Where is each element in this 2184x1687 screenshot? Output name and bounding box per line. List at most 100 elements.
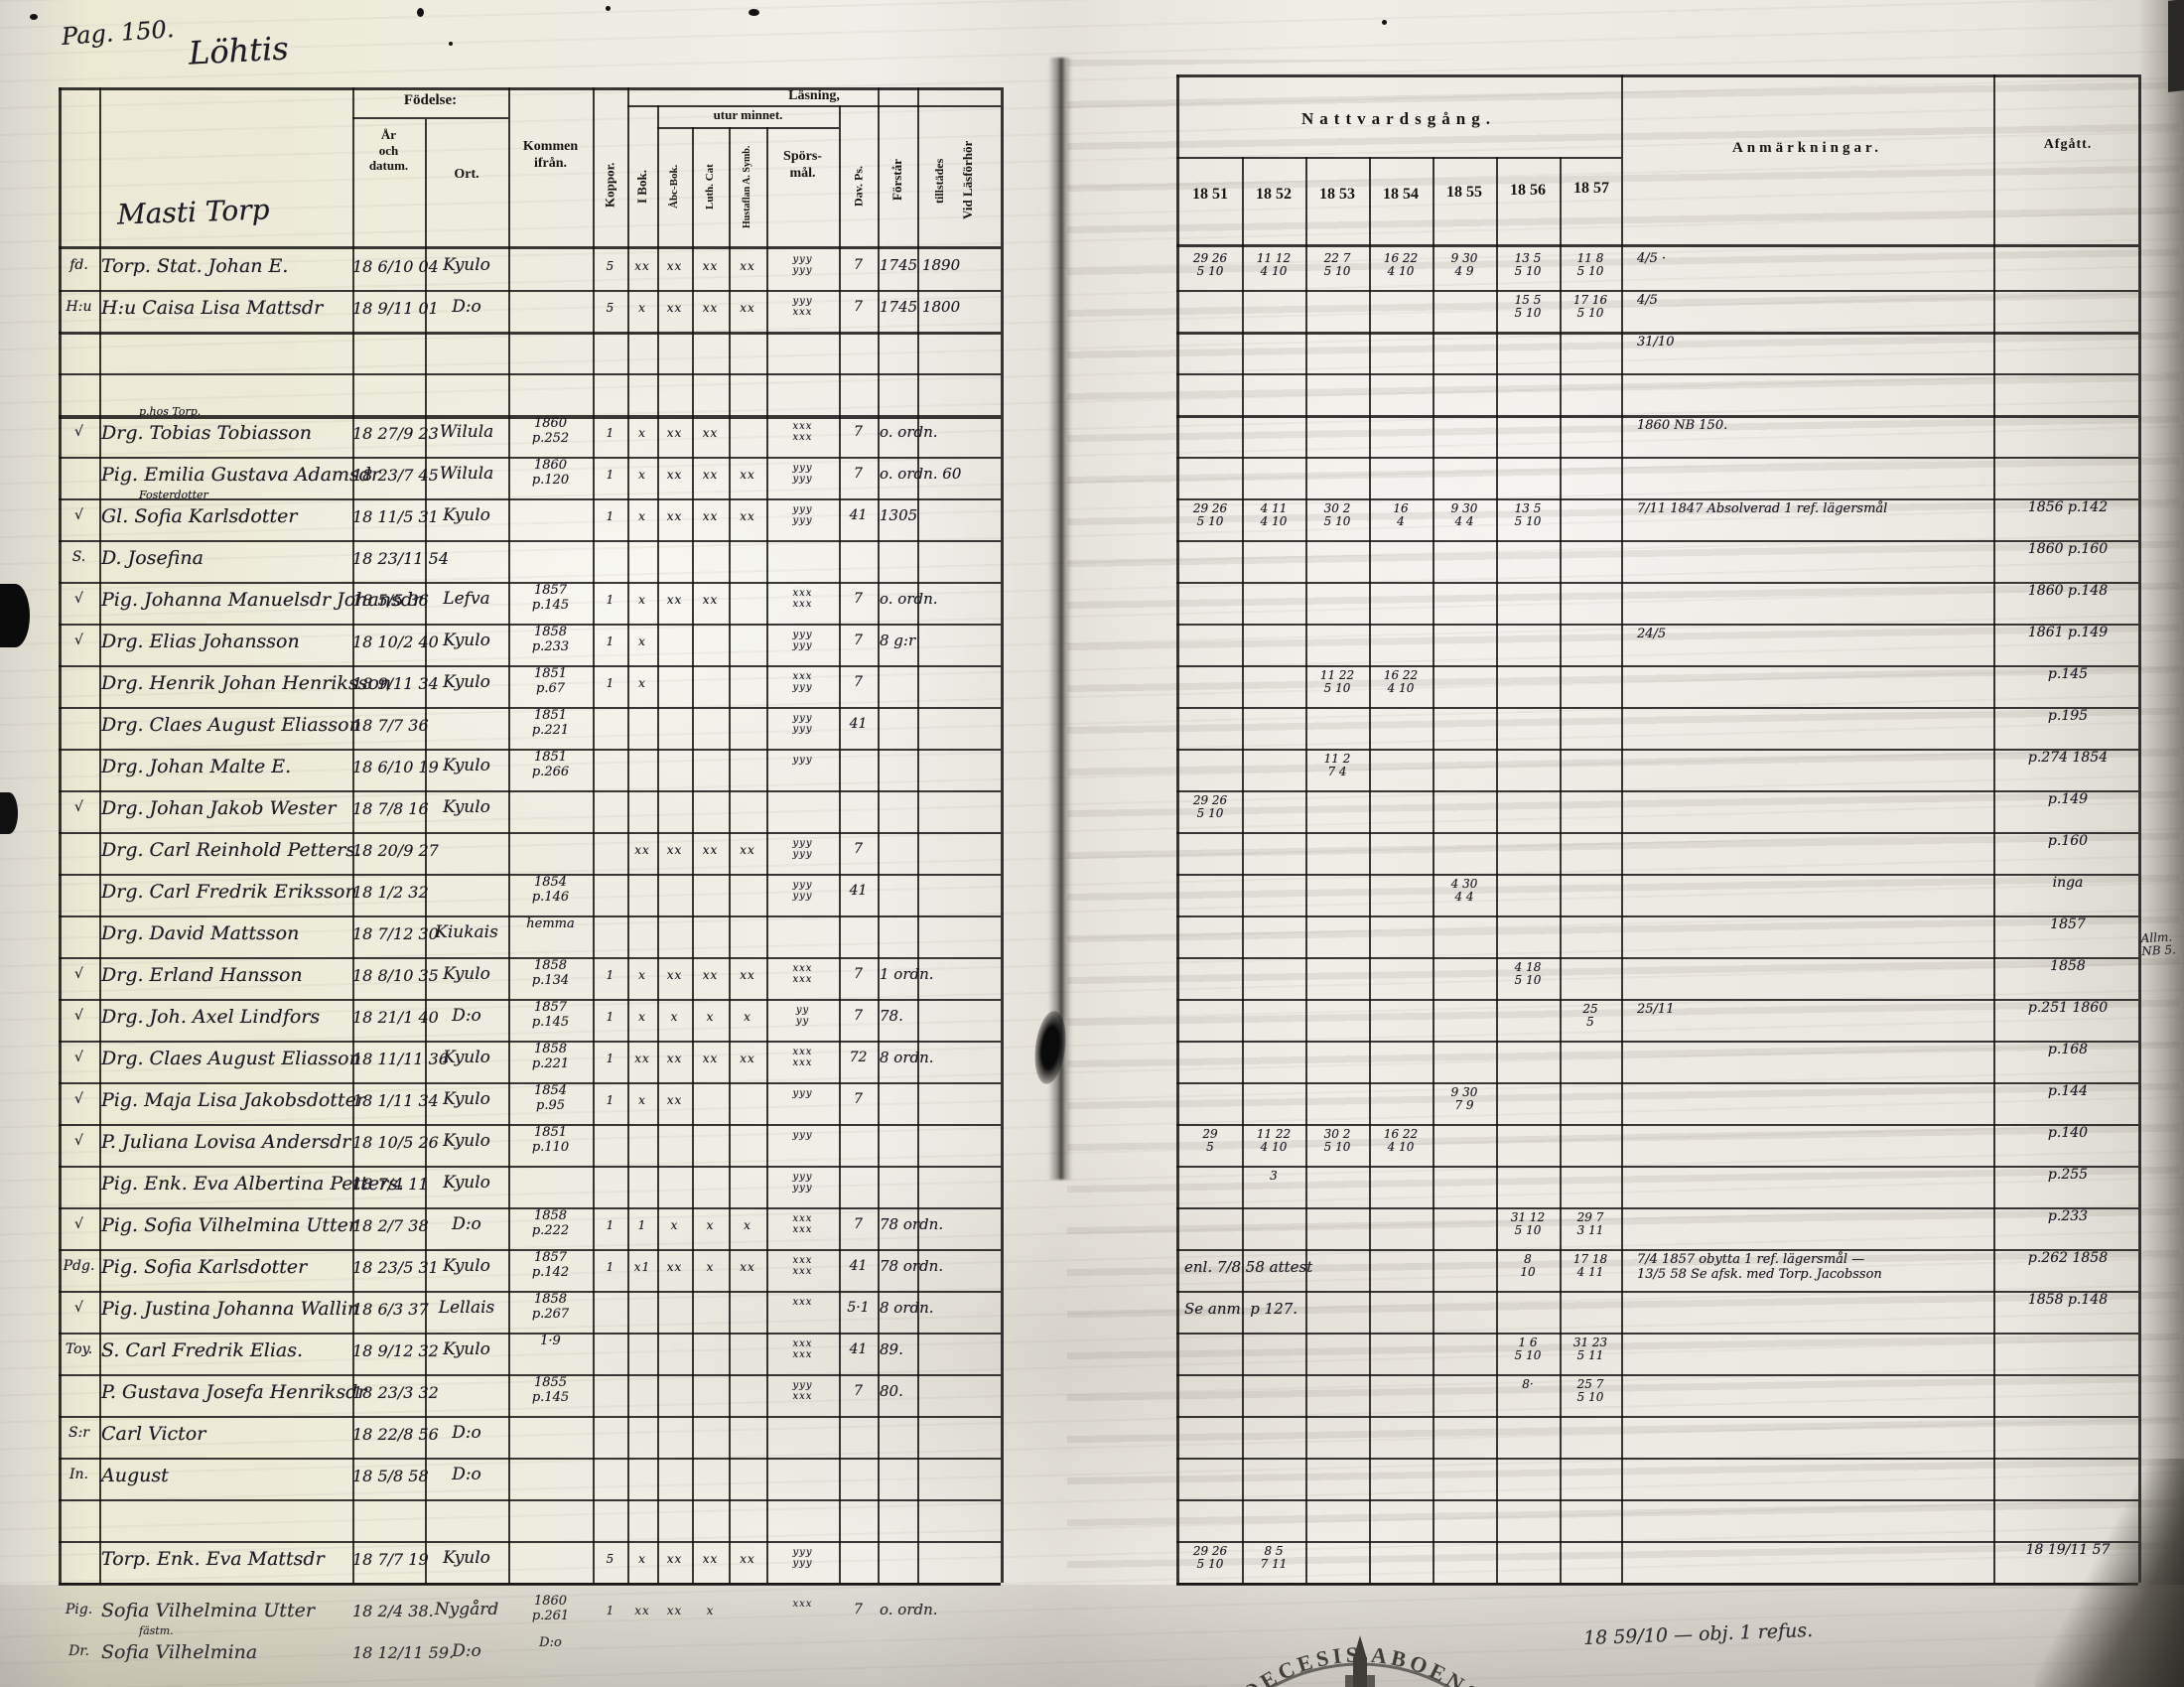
cell-anmarkning: 4/5	[1637, 293, 1658, 308]
grid-line	[593, 87, 595, 1583]
cell-anmarkning: 7/11 1847 Absolverad 1 ref. lägersmål	[1637, 501, 1888, 516]
cell-i1: x	[638, 426, 646, 440]
year-header-1853: 18 53	[1319, 186, 1355, 203]
grid-line	[1496, 157, 1498, 1583]
grid-line	[1560, 157, 1562, 1583]
cell-name: Drg. Tobias Tobiasson	[101, 422, 312, 444]
cell-o: Kyulo	[443, 255, 490, 275]
cell-sp: xxx xxx	[792, 1338, 813, 1361]
cell-born: 18 22/8 56	[352, 1425, 439, 1444]
row-line	[59, 498, 1001, 500]
cell-comm-1854: 16 22 4 10	[1383, 668, 1419, 696]
col-header-ar-och-datum: År och datum.	[368, 127, 409, 174]
cell-dv: 7	[854, 466, 863, 482]
cell-k: 1	[606, 1093, 614, 1107]
cell-anmarkning: 24/5	[1637, 627, 1667, 641]
cell-born: 18 10/5 26	[352, 1133, 439, 1152]
cell-comm-1856: 1 6 5 10	[1514, 1336, 1542, 1363]
grid-line	[1176, 1583, 2138, 1586]
cell-k: 5	[606, 259, 614, 273]
cell-o: Kyulo	[443, 1048, 490, 1067]
cell-born: 18 11/5 31	[352, 507, 439, 526]
cell-comm-1853: 30 2 5 10	[1323, 1127, 1351, 1155]
cell-sp: xxx	[792, 1297, 813, 1308]
cell-afgatt: 1860 p.160	[2027, 541, 2109, 557]
col-header-ort: Ort.	[454, 167, 479, 182]
row-line	[59, 1041, 1001, 1043]
grid-line	[425, 119, 427, 1583]
cell-i1: xx	[634, 843, 650, 857]
cell-k: 1	[606, 426, 614, 440]
cell-born: 18 7/4 11	[352, 1175, 429, 1194]
cell-o: D:o	[452, 1006, 481, 1026]
cell-o: Kyulo	[443, 672, 490, 692]
cell-f: 1854 p.146	[531, 875, 570, 905]
cell-comm-1855: 9 30 4 9	[1450, 251, 1478, 279]
cell-born: 18 7/7 36	[352, 716, 429, 735]
cell-o: Kyulo	[443, 1131, 490, 1151]
cell-ab: xx	[666, 1052, 683, 1065]
cell-comm-1851: 29 26 5 10	[1192, 251, 1228, 279]
row-line	[59, 290, 1001, 292]
cell-comm-1852: 11 12 4 10	[1256, 251, 1292, 279]
grid-line	[59, 1583, 1001, 1586]
cell-i1: x	[638, 1093, 646, 1107]
group-header-nattvardsgang: Nattvardsgång.	[1301, 109, 1496, 128]
col-header-afgatt: Afgått.	[2043, 137, 2093, 152]
cell-afgatt: 1858	[2050, 958, 2086, 974]
cell-dv: 72	[849, 1050, 868, 1065]
cell-m: Pig.	[60, 1602, 98, 1644]
grid-line	[59, 246, 1001, 249]
row-line	[59, 540, 1001, 542]
cell-comm-1856: 8 10	[1520, 1252, 1536, 1280]
cell-name: Drg. David Mattsson	[101, 922, 300, 944]
cell-o: D:o	[452, 1214, 481, 1234]
cell-name: August	[101, 1465, 169, 1486]
cell-born: 18 9/12 32	[352, 1341, 439, 1360]
cell-name: Drg. Elias Johansson	[101, 631, 300, 652]
cell-k: 5	[606, 301, 614, 315]
cell-name: Drg. Carl Fredrik Eriksson	[101, 881, 357, 903]
cell-i1: 1	[637, 1218, 647, 1232]
row-line	[59, 707, 1001, 709]
cell-dv: 41	[849, 883, 868, 899]
grid-line	[1433, 157, 1434, 1583]
cell-ca: x	[706, 1010, 715, 1024]
cell-m: S.	[71, 549, 86, 565]
row-line	[1176, 707, 2138, 709]
cell-hu: xx	[740, 1052, 755, 1065]
cell-afgatt: 1861 p.149	[2027, 625, 2109, 640]
cell-vid-lasforhor: o. ordn.	[880, 423, 938, 441]
cell-dv: 7	[854, 633, 863, 648]
cell-comm-1855: 9 30 7 9	[1450, 1085, 1478, 1113]
row-line	[59, 1416, 1001, 1418]
cell-o: Wilula	[439, 422, 494, 442]
cell-ab: xx	[666, 1552, 683, 1566]
cell-afgatt: 1858 p.148	[2027, 1292, 2109, 1308]
grid-line	[627, 87, 629, 1583]
cell-vid-lasforhor: o. ordn.	[880, 1602, 1001, 1643]
row-line	[1176, 1207, 2138, 1209]
cell-sp: xxx xxx	[792, 588, 813, 611]
cell-vid-lasforhor: 8 g:r	[880, 632, 916, 649]
cell-born: 18 2/4 38.	[352, 1603, 434, 1644]
cell-ca: x	[693, 1604, 728, 1646]
cell-dv: 7	[854, 674, 863, 690]
cell-i1: x	[638, 509, 646, 523]
cell-o: Lefva	[443, 589, 490, 609]
cell-ca: xx	[702, 968, 719, 982]
cell-i1: xx	[628, 1604, 656, 1646]
cell-m: Toy.	[65, 1341, 93, 1357]
grid-line	[917, 87, 919, 1583]
cell-o: Kyulo	[443, 1339, 490, 1359]
cell-name: Sofia Vilhelmina Utter	[101, 1600, 352, 1642]
cell-sp: yyy yyy	[792, 254, 813, 277]
cell-dv: 41	[849, 716, 868, 732]
row-line	[59, 790, 1001, 792]
row-line	[1176, 582, 2138, 584]
cell-name-note: Fosterdotter	[139, 489, 208, 501]
cell-afgatt: p.160	[2047, 833, 2089, 849]
cell-m: √	[74, 1300, 83, 1316]
cell-dv: 7	[854, 1008, 863, 1024]
cell-comm-1853: 11 22 5 10	[1319, 668, 1355, 696]
